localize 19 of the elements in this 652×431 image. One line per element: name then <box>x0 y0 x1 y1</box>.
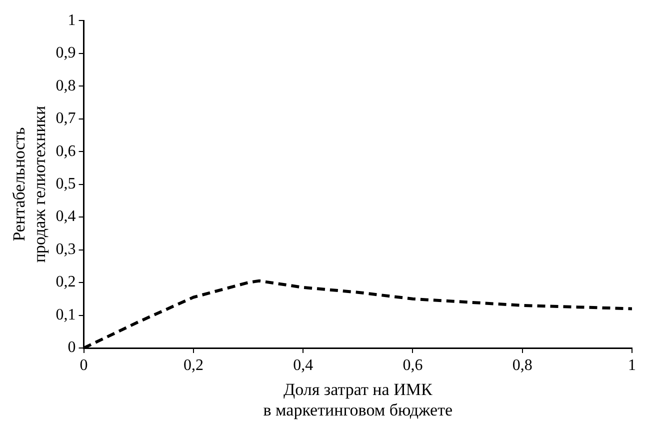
x-tick-label: 0,2 <box>183 356 204 374</box>
y-tick-label: 0,4 <box>56 208 76 226</box>
y-tick-label: 0,5 <box>56 176 76 193</box>
x-axis-title: Доля затрат на ИМК в маркетинговом бюджете <box>263 380 453 420</box>
y-tick-label: 0,8 <box>56 77 76 94</box>
y-tick-label: 0 <box>68 339 76 356</box>
y-tick-label: 1 <box>68 12 76 29</box>
y-tick-label: 0,9 <box>56 44 76 62</box>
y-tick-label: 0,6 <box>56 142 76 160</box>
x-tick-label: 0,4 <box>293 356 314 374</box>
x-tick-label: 1 <box>628 356 636 374</box>
x-tick-label: 0,6 <box>402 356 423 374</box>
y-tick-label: 0,3 <box>56 240 76 258</box>
y-tick-label: 0,1 <box>56 306 76 324</box>
y-axis-title: Рентабельность продаж гелиотехники <box>10 106 50 263</box>
x-tick-label: 0,8 <box>512 356 532 374</box>
x-tick-label: 0 <box>80 356 88 374</box>
y-tick-label: 0,2 <box>56 274 76 291</box>
y-tick-label: 0,7 <box>56 110 76 128</box>
